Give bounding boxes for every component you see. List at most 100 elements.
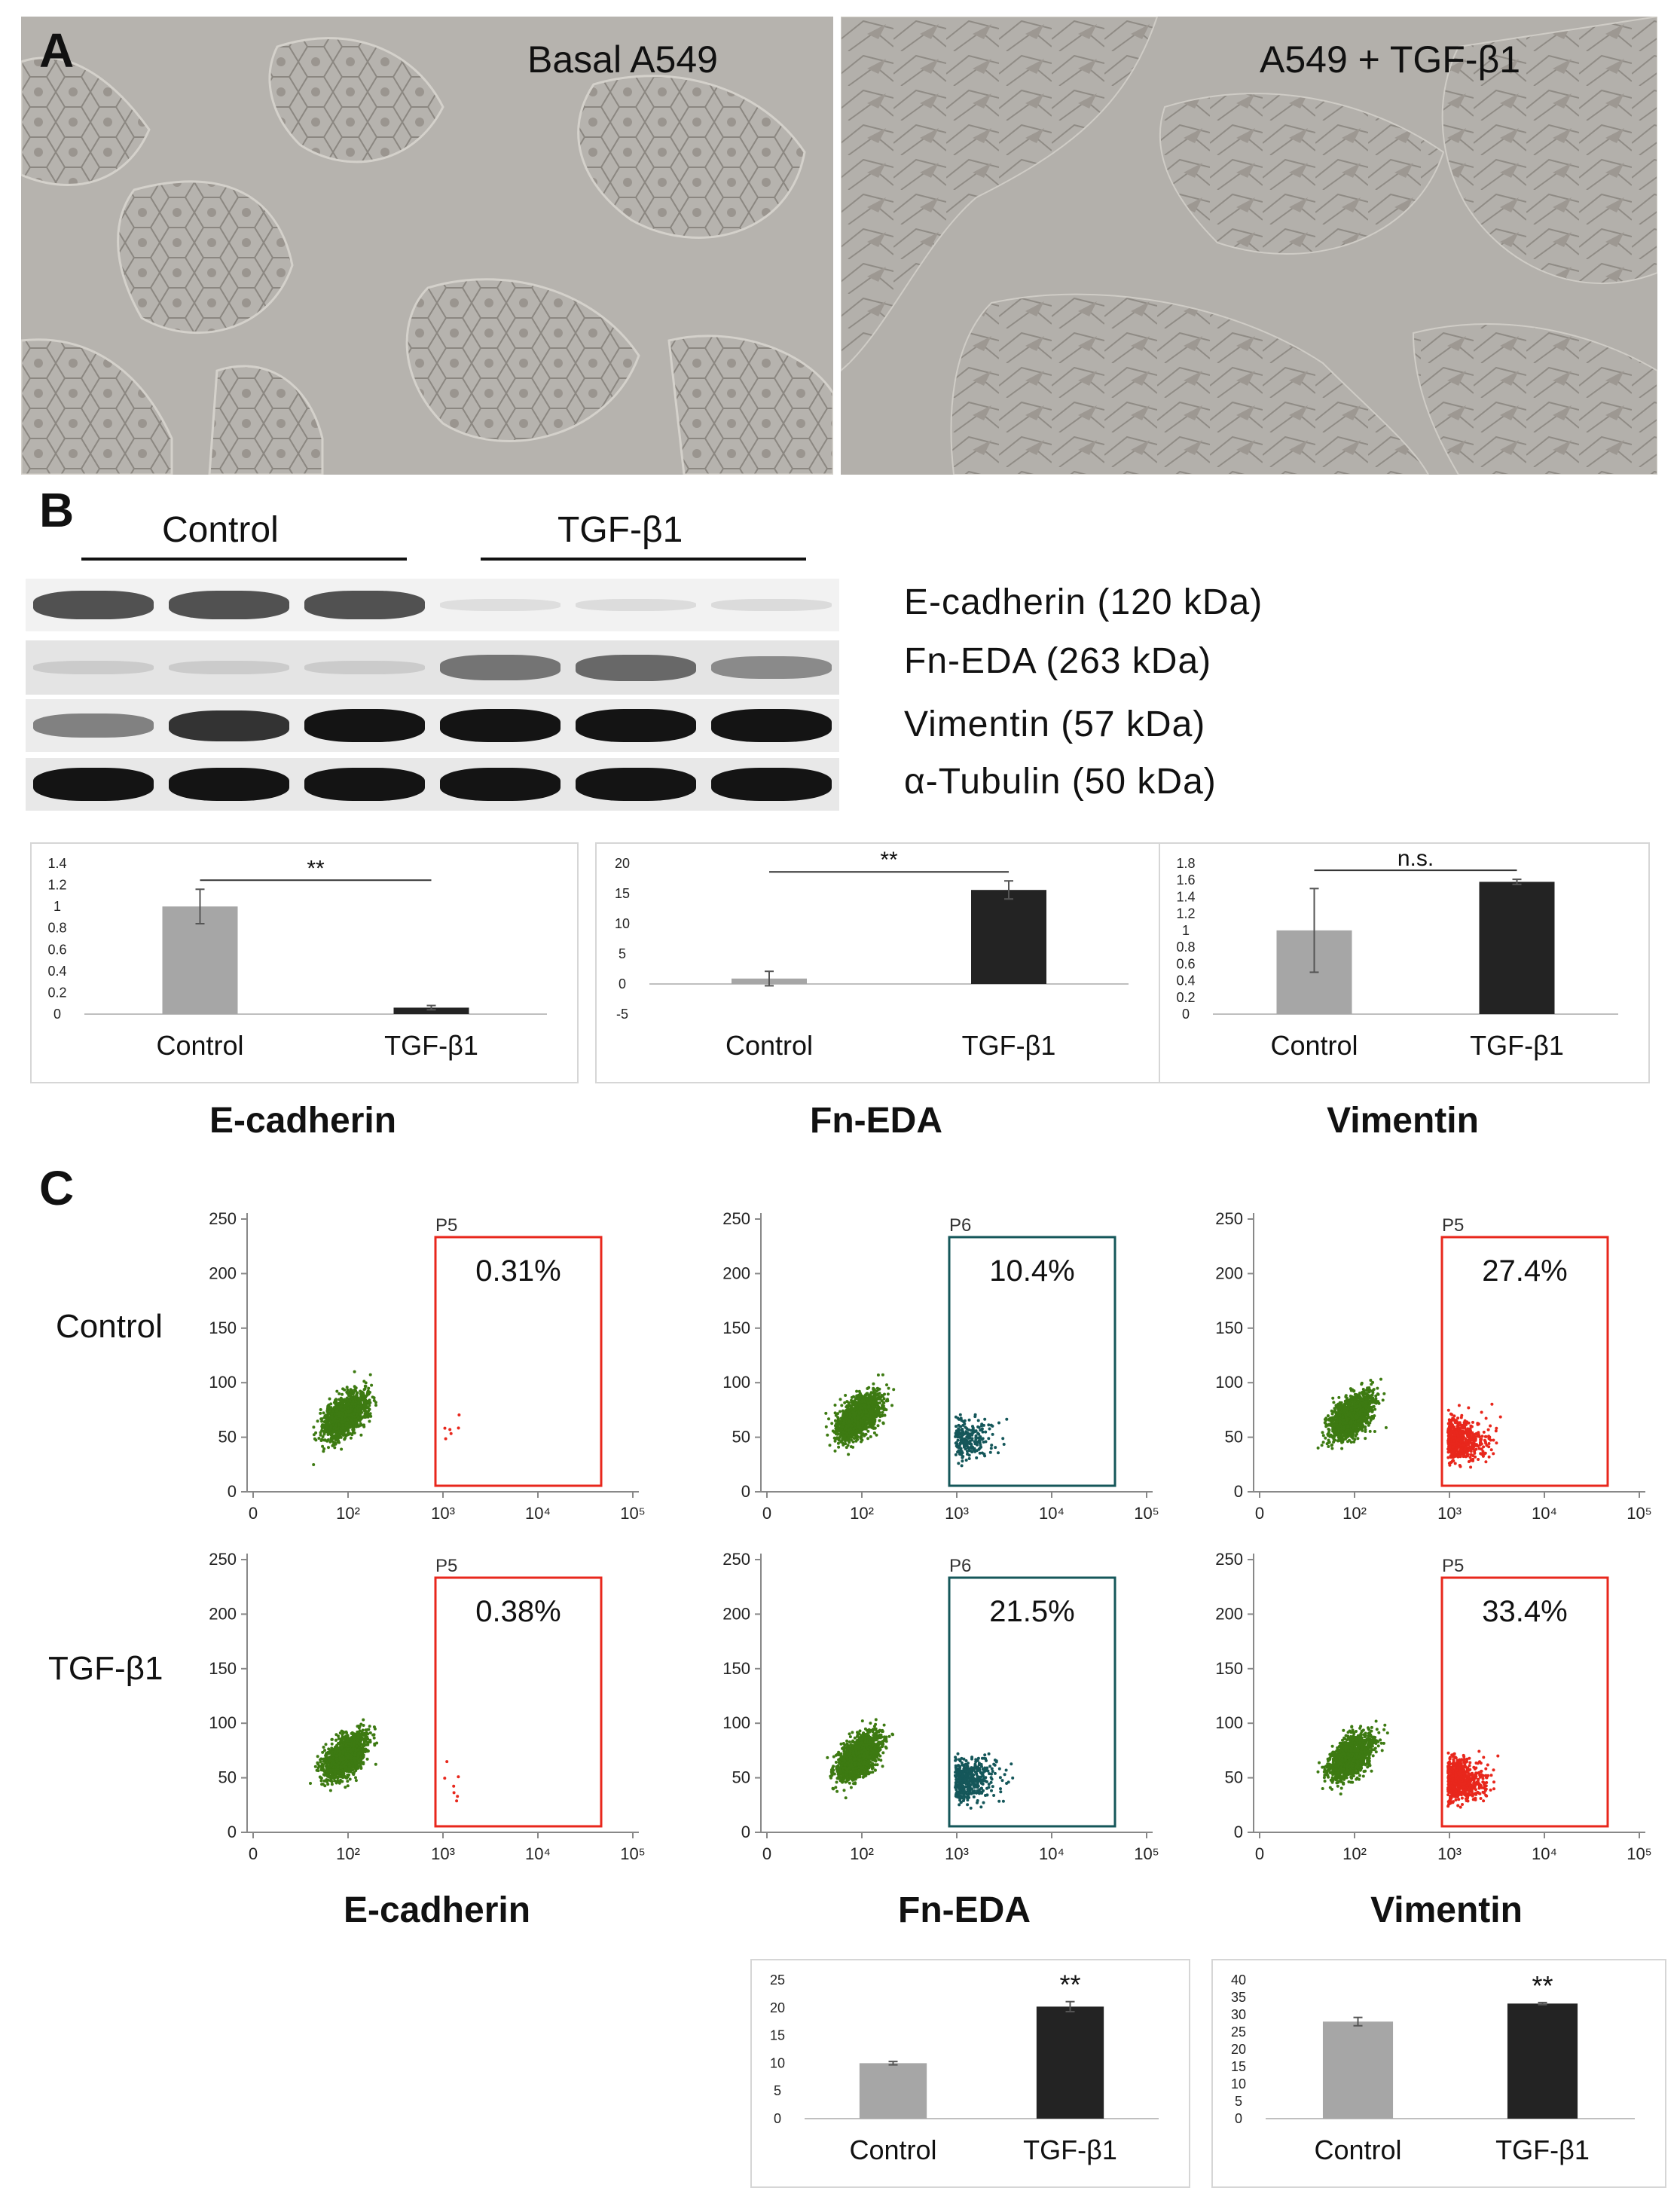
gate-name: P5 [1442,1215,1464,1236]
row-label-tgf: TGF-β1 [48,1650,163,1687]
flow-title-fneda: Fn-EDA [898,1890,1031,1930]
blot-band [711,768,832,801]
y-tick-label: 100 [722,1713,750,1732]
micrograph-tgf-image [841,17,1657,475]
y-tick-label: 100 [722,1373,750,1392]
bar-chart-vimentin: 1.81.61.4 1.2 1 0.80.6 0.4 0.2 0 Control TGF-β1 n… [1176,846,1618,1061]
y-tick-label: 50 [732,1768,750,1787]
blot-band [711,598,832,612]
flow-plot: 250 200 150 100 50 00 10² 10³ 10⁴ 10⁵ P5 0.31% [209,1209,646,1523]
blot-strip-e-cadherin [26,579,839,631]
error-bar [426,1004,436,1011]
x-tick-label: 10⁵ [620,1504,646,1523]
y-tick-label: 0 [228,1823,237,1841]
blot-band [33,660,154,675]
flow-plot-tgf-vimentin: 250 200 150 100 50 00 10² 10³ 10⁴ 10⁵ P5 33.4% [1215,1550,1652,1863]
y-tick-label: 1.2 [47,878,66,893]
gate-box [434,1576,603,1828]
y-tick-label: 250 [209,1209,237,1228]
y-tick-label: 150 [209,1659,237,1678]
y-tick-label: 200 [209,1604,237,1623]
error-bar [1538,2001,1547,2006]
y-tick-label: 15 [1231,2059,1246,2074]
micrograph-basal: Basal A549 [21,17,833,475]
x-tick-label: 10⁵ [620,1844,646,1863]
error-bar [1065,2000,1075,2012]
blot-band [711,709,832,742]
chart-fn-eda: 20 15 10 5 0 -5 Control TGF-β1 ** [615,848,1129,1061]
bar-chart-fneda: 20 15 10 5 0 -5 Control TGF-β1 ** [615,848,1129,1061]
bar-tgf-1 [1507,2003,1578,2119]
x-tick-label: 10² [1342,1844,1367,1863]
x-tick-label: 10⁵ [1627,1844,1652,1863]
gate-box [948,1236,1116,1487]
y-tick-label: 200 [722,1263,750,1282]
y-tick-label: 10 [770,2055,785,2070]
event-dots [824,1373,1009,1468]
flow-plot: 250 200 150 100 50 00 10² 10³ 10⁴ 10⁵ P6 10.4% [722,1209,1159,1523]
y-tick-label: 0.8 [1176,940,1195,955]
micrograph-basal-caption: Basal A549 [527,38,718,81]
event-dots [1316,1377,1502,1469]
bar-control [859,2063,927,2119]
blot-strip-vimentin [26,699,839,752]
gate-name: P5 [1442,1556,1464,1576]
y-tick-label: 0.4 [47,964,66,979]
gate-box [1440,1236,1609,1487]
gate-percentage: 0.31% [475,1254,561,1288]
blot-band [304,591,425,619]
y-tick-label: 200 [1215,1604,1243,1623]
x-tick-label: 10⁴ [1039,1844,1065,1863]
x-tick-label: 10² [850,1504,874,1523]
error-bar [1004,880,1013,900]
blot-band [33,768,154,801]
bar-chart-flow-vimentin: 40 35 30 25 20 15 10 5 0 Control TGF-β1 ** [1231,1970,1635,2165]
y-tick-label: 250 [1215,1550,1243,1569]
x-tick-label: 10⁴ [1532,1504,1557,1523]
x-tick-label: 10⁴ [525,1504,551,1523]
x-tick-label: 0 [249,1504,258,1523]
blot-band [440,768,561,801]
y-tick-label: 25 [1231,2024,1246,2040]
y-tick-label: 40 [1231,1972,1246,1988]
y-tick-label: 50 [1225,1428,1243,1447]
micrograph-basal-image [21,17,833,475]
chart-e-cadherin: 1.4 1.2 1 0.8 0.6 0.4 0.2 0 Control TGF-β1 ** [47,856,547,1061]
gate-name: P6 [949,1215,971,1236]
y-tick-label: 15 [770,2028,785,2043]
x-tick-label: 10³ [945,1844,969,1863]
flow-plot: 250 200 150 100 50 00 10² 10³ 10⁴ 10⁵ P5 33.4% [1215,1550,1652,1863]
error-bar [888,2061,898,2066]
y-tick-label: 150 [1215,1318,1243,1337]
flow-title-vimentin: Vimentin [1370,1890,1523,1930]
x-tick-label: 10⁴ [525,1844,551,1863]
densitometry-chart-fneda: 20 15 10 5 0 -5 Control TGF-β1 ** [595,842,1160,1083]
y-tick-label: 1.4 [1176,889,1195,904]
y-tick-label: 100 [1215,1713,1243,1732]
category-label: TGF-β1 [1495,2134,1590,2165]
x-tick-label: 10³ [1437,1844,1462,1863]
blot-label-ecadherin: E-cadherin (120 kDa) [904,582,1263,622]
y-tick-label: 1 [1182,923,1190,938]
y-tick-label: 250 [209,1550,237,1569]
flow-plot-control-fneda: 250 200 150 100 50 00 10² 10³ 10⁴ 10⁵ P6 10.4% [722,1209,1159,1523]
y-tick-label: 200 [209,1263,237,1282]
y-tick-label: 0.8 [47,921,66,936]
blot-band [440,655,561,680]
row-label-control: Control [56,1308,163,1345]
y-tick-label: 250 [722,1209,750,1228]
x-tick-label: 0 [762,1844,771,1863]
event-dots [826,1718,1015,1810]
blot-band [440,599,561,611]
y-tick-label: 10 [1231,2076,1246,2092]
blot-band [169,768,289,801]
y-tick-label: 0 [1234,1482,1243,1501]
y-tick-label: 0 [741,1823,750,1841]
y-tick-label: 0 [1235,2111,1242,2126]
blot-strip-tubulin [26,758,839,811]
blot-band [169,591,289,619]
x-tick-label: 10² [336,1844,360,1863]
bar-chart-ecadherin: 1.4 1.2 1 0.8 0.6 0.4 0.2 0 Control TGF-β1 ** [47,856,547,1061]
gate-percentage: 33.4% [1482,1595,1567,1628]
y-tick-label: 25 [770,1972,785,1988]
